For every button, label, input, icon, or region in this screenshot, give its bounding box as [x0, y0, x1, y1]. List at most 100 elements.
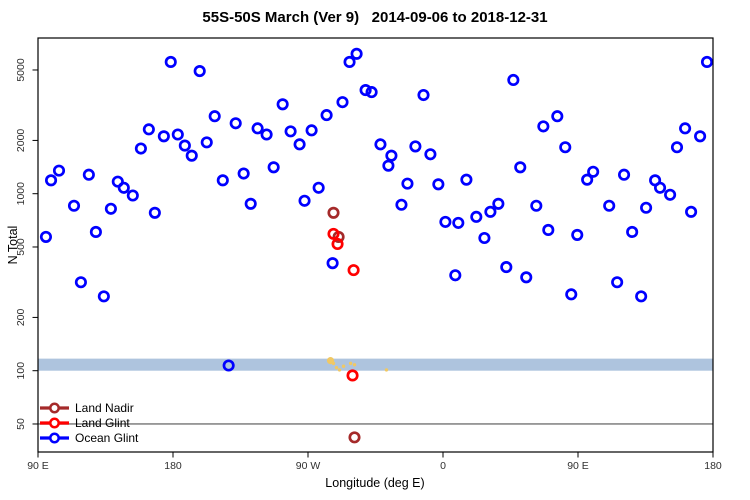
data-point-land-nadir	[348, 431, 361, 444]
data-point-ocean-glint	[694, 130, 707, 143]
chart-title: 55S-50S March (Ver 9) 2014-09-06 to 2018…	[202, 9, 548, 26]
data-point-ocean-glint	[460, 173, 473, 186]
data-point-ocean-glint	[359, 84, 372, 97]
data-point-ocean-glint	[587, 165, 600, 178]
data-point-ocean-glint	[478, 231, 491, 245]
data-point-ocean-glint	[432, 178, 445, 191]
data-point-ocean-glint	[470, 210, 483, 223]
data-point-ocean-glint	[193, 65, 206, 78]
y-tick-label: 100	[15, 362, 27, 380]
data-point-ocean-glint	[542, 223, 555, 237]
data-point-ocean-glint	[679, 122, 692, 135]
x-axis-label: Longitude (deg E)	[325, 476, 425, 490]
data-point-ocean-glint	[134, 142, 147, 155]
data-point-ocean-glint	[640, 201, 653, 214]
data-point-ocean-glint	[200, 136, 213, 149]
data-point-ocean-glint	[171, 128, 184, 141]
yellow-specks	[337, 368, 342, 372]
y-tick-label: 1000	[15, 182, 27, 206]
yellow-specks	[331, 361, 336, 366]
data-point-ocean-glint	[142, 123, 155, 136]
data-point-ocean-glint	[222, 359, 235, 372]
data-point-ocean-glint	[52, 164, 66, 177]
data-point-ocean-glint	[298, 194, 311, 207]
x-tick-label: 180	[164, 460, 182, 472]
data-point-ocean-glint	[89, 225, 102, 238]
legend-marker-land-glint	[49, 417, 60, 429]
data-point-ocean-glint	[537, 120, 550, 133]
legend-marker-land-nadir	[49, 402, 60, 414]
data-point-ocean-glint	[530, 199, 543, 212]
data-point-ocean-glint	[293, 138, 306, 151]
data-point-ocean-glint	[305, 124, 318, 137]
data-point-ocean-glint	[336, 96, 349, 109]
yellow-specks	[334, 365, 339, 370]
data-point-ocean-glint	[320, 109, 333, 122]
y-axis-label: N Total	[6, 225, 20, 265]
data-point-ocean-glint	[664, 188, 677, 201]
data-point-ocean-glint	[571, 228, 584, 241]
plot-border	[37, 37, 714, 453]
yellow-specks	[352, 363, 357, 367]
data-point-ocean-glint	[603, 199, 616, 212]
data-point-ocean-glint	[484, 205, 497, 218]
data-point-land-glint	[331, 237, 344, 251]
data-point-ocean-glint	[409, 140, 422, 153]
legend-marker-ocean-glint	[49, 432, 60, 444]
data-point-ocean-glint	[700, 55, 714, 69]
data-point-ocean-glint	[439, 215, 452, 228]
data-point-ocean-glint	[82, 168, 95, 181]
legend-label-ocean-glint: Ocean Glint	[75, 431, 139, 445]
data-point-ocean-glint	[365, 86, 378, 99]
data-point-land-nadir	[327, 206, 340, 219]
y-tick-label: 5000	[15, 58, 27, 82]
threshold-band	[38, 358, 713, 371]
y-tick-label: 50	[15, 418, 27, 430]
data-point-land-glint	[346, 369, 359, 382]
data-point-land-glint	[327, 227, 340, 240]
legend-label-land-glint: Land Glint	[75, 416, 130, 430]
yellow-specks	[348, 361, 353, 366]
data-point-ocean-glint	[244, 197, 257, 210]
data-point-ocean-glint	[559, 141, 572, 154]
x-tick-label: 0	[440, 460, 446, 472]
data-point-ocean-glint	[251, 122, 264, 135]
data-point-ocean-glint	[382, 159, 395, 172]
data-point-ocean-glint	[312, 181, 325, 194]
data-point-ocean-glint	[635, 290, 648, 303]
x-tick-label: 180	[704, 460, 722, 472]
data-point-ocean-glint	[164, 55, 177, 69]
data-point-ocean-glint	[395, 198, 408, 211]
legend-label-land-nadir: Land Nadir	[75, 401, 134, 415]
data-point-ocean-glint	[424, 148, 437, 161]
data-point-ocean-glint	[216, 174, 229, 187]
data-point-ocean-glint	[551, 110, 564, 123]
data-point-ocean-glint	[326, 257, 339, 270]
data-point-ocean-glint	[492, 197, 505, 210]
data-point-ocean-glint	[565, 288, 578, 301]
data-point-ocean-glint	[44, 174, 58, 187]
data-point-ocean-glint	[208, 110, 221, 123]
data-point-ocean-glint	[104, 202, 117, 215]
data-point-ocean-glint	[500, 261, 513, 274]
data-point-ocean-glint	[260, 128, 273, 141]
data-point-ocean-glint	[417, 88, 430, 102]
data-point-ocean-glint	[611, 276, 624, 289]
yellow-specks	[384, 368, 389, 372]
data-point-ocean-glint	[117, 181, 130, 194]
data-point-ocean-glint	[237, 167, 250, 180]
x-tick-label: 90 E	[567, 460, 589, 472]
data-point-ocean-glint	[581, 173, 594, 186]
data-point-ocean-glint	[385, 149, 398, 162]
data-point-ocean-glint	[507, 73, 520, 87]
data-point-ocean-glint	[74, 276, 87, 289]
data-point-ocean-glint	[157, 130, 170, 143]
data-point-ocean-glint	[126, 189, 139, 202]
data-point-ocean-glint	[148, 206, 161, 219]
data-point-ocean-glint	[449, 269, 462, 282]
y-tick-label: 200	[15, 309, 27, 327]
data-point-ocean-glint	[97, 290, 110, 303]
data-point-land-glint	[347, 264, 360, 277]
data-point-ocean-glint	[514, 161, 527, 174]
